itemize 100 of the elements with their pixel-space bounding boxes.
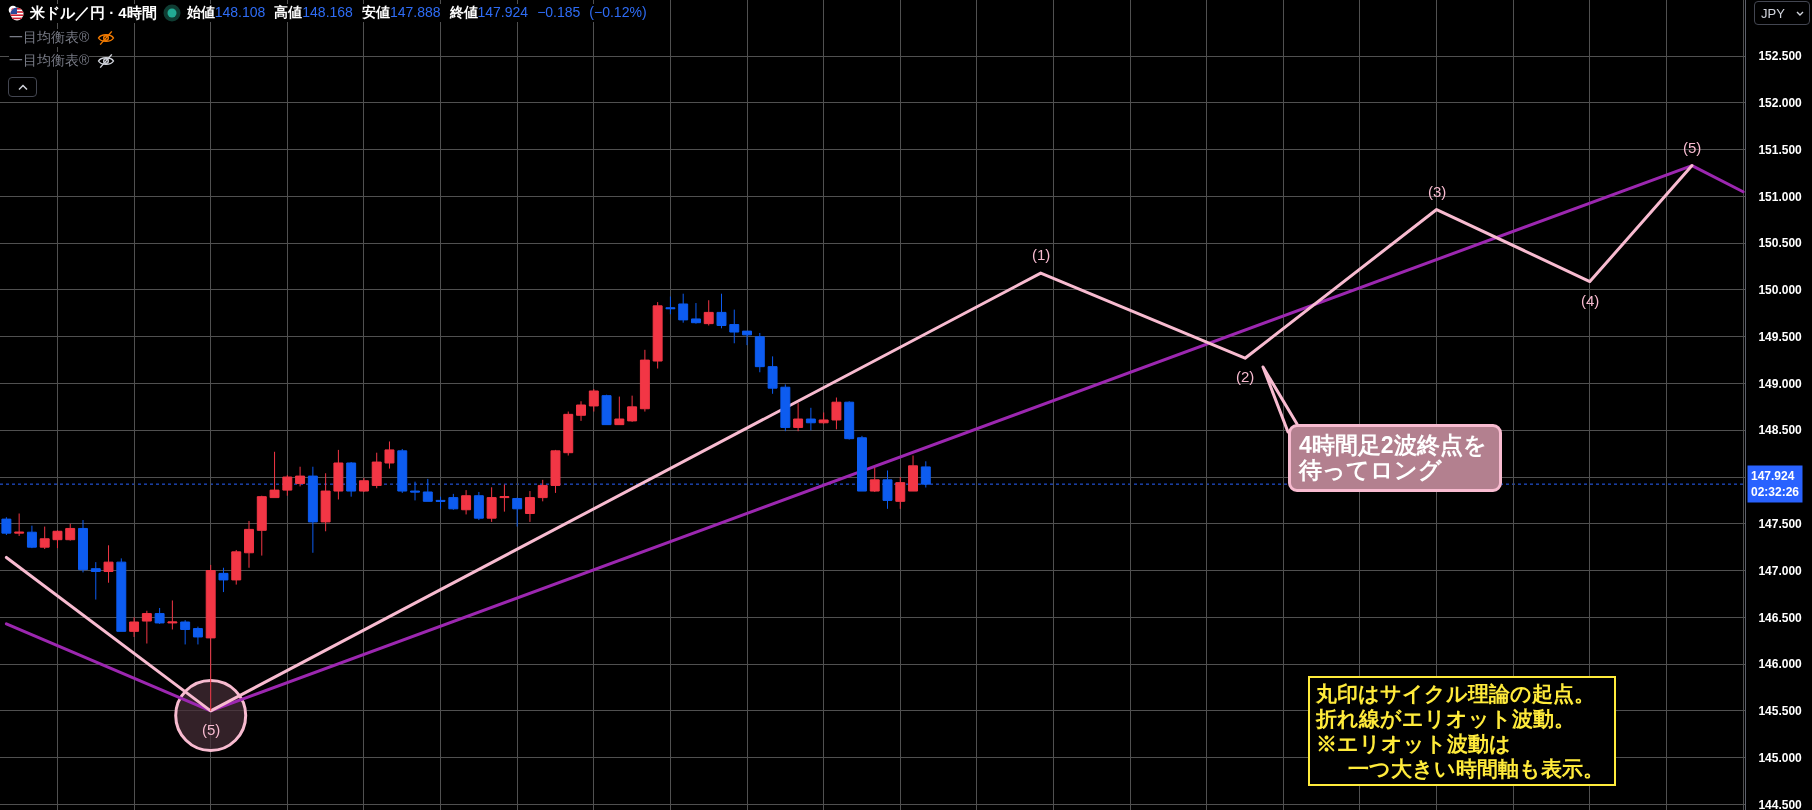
candlestick bbox=[601, 394, 612, 426]
annotation: (3) bbox=[1428, 183, 1447, 200]
candlestick bbox=[39, 526, 50, 550]
annotation: 折れ線がエリオット波動。 bbox=[1316, 706, 1576, 731]
candlestick bbox=[26, 525, 37, 549]
ref-line-label: 147.924 02:32:26 bbox=[1751, 469, 1800, 499]
candlestick bbox=[371, 452, 382, 489]
candlestick bbox=[320, 472, 331, 532]
candlestick bbox=[129, 616, 140, 638]
candlestick bbox=[307, 466, 318, 554]
y-tick-label: 145.500 bbox=[1758, 704, 1803, 719]
candlestick bbox=[678, 293, 689, 324]
candlestick bbox=[486, 486, 497, 523]
candlestick bbox=[167, 599, 178, 630]
candlestick bbox=[192, 626, 203, 645]
candlestick bbox=[614, 396, 625, 426]
candlestick bbox=[14, 513, 25, 537]
candlestick bbox=[627, 395, 638, 423]
candlestick bbox=[716, 293, 727, 329]
candlestick bbox=[524, 490, 535, 523]
y-tick-label: 144.500 bbox=[1758, 797, 1803, 810]
candlestick bbox=[754, 332, 765, 373]
candlestick bbox=[857, 435, 867, 492]
annotation: (2) bbox=[1236, 368, 1255, 385]
candlestick bbox=[90, 561, 101, 601]
candlestick bbox=[703, 299, 714, 326]
candlestick bbox=[410, 481, 420, 501]
candlestick bbox=[78, 519, 88, 573]
text: 始値148.108 高値148.168 安値147.888 終値147.924 −0.185 (−0.12%) bbox=[186, 4, 647, 20]
candlestick bbox=[895, 476, 906, 510]
y-tick-label: 146.500 bbox=[1758, 610, 1803, 625]
candlestick bbox=[422, 478, 433, 502]
candlestick bbox=[180, 619, 191, 645]
candlestick bbox=[908, 455, 919, 492]
candlestick bbox=[435, 496, 446, 510]
candlestick bbox=[844, 400, 855, 441]
y-tick-label: 150.500 bbox=[1758, 236, 1803, 251]
candlestick bbox=[384, 440, 395, 470]
annotation: 一つ大きい時間軸も表示。 bbox=[1347, 756, 1604, 781]
candlestick bbox=[65, 523, 76, 542]
annotation: 一目均衡表® bbox=[9, 29, 90, 47]
annotation: 4時間足2波終点を bbox=[1299, 432, 1487, 458]
y-tick-label: 146.000 bbox=[1758, 657, 1803, 672]
candlestick bbox=[882, 469, 893, 510]
candlestick bbox=[244, 520, 254, 569]
candlestick bbox=[729, 309, 740, 344]
candlestick bbox=[256, 495, 267, 557]
y-tick-label: 150.000 bbox=[1758, 283, 1803, 298]
y-tick-label: 149.500 bbox=[1758, 329, 1803, 344]
candlestick bbox=[767, 355, 778, 395]
candlestick bbox=[218, 567, 229, 593]
y-tick-label: 152.500 bbox=[1758, 49, 1803, 64]
annotation: (5) bbox=[202, 721, 221, 738]
candlestick bbox=[499, 484, 510, 513]
candlestick bbox=[461, 489, 472, 515]
y-axis-title: JPY bbox=[1761, 5, 1785, 21]
candlestick bbox=[295, 466, 306, 487]
candlestick bbox=[920, 460, 931, 488]
candlestick bbox=[1, 516, 12, 536]
candlestick bbox=[52, 529, 63, 549]
y-tick-label: 152.000 bbox=[1758, 96, 1803, 111]
candlestick bbox=[397, 448, 408, 494]
candlestick bbox=[473, 491, 484, 521]
y-tick-label: 147.000 bbox=[1758, 563, 1803, 578]
candlestick bbox=[818, 411, 829, 425]
candlestick bbox=[333, 449, 344, 500]
annotation: (1) bbox=[1032, 246, 1051, 263]
candlestick bbox=[512, 497, 523, 528]
candlestick bbox=[282, 474, 293, 497]
candlestick bbox=[588, 388, 599, 413]
candlestick bbox=[793, 402, 804, 432]
y-tick-label: 151.500 bbox=[1758, 142, 1803, 157]
y-tick-label: 145.000 bbox=[1758, 750, 1803, 765]
annotation: 一目均衡表® bbox=[9, 52, 90, 70]
annotation: (4) bbox=[1581, 292, 1600, 309]
annotation: 丸印はサイクル理論の起点。 bbox=[1316, 681, 1596, 706]
candlestick bbox=[652, 301, 663, 370]
candlestick bbox=[141, 610, 152, 645]
candlestick bbox=[448, 493, 459, 511]
candlestick bbox=[231, 549, 242, 586]
annotation: ※エリオット波動は bbox=[1316, 731, 1512, 756]
candlestick bbox=[269, 451, 280, 499]
candlestick bbox=[742, 330, 753, 346]
candlestick bbox=[550, 449, 561, 494]
candlestick bbox=[346, 461, 357, 498]
candlestick bbox=[831, 397, 842, 430]
candlestick bbox=[205, 564, 216, 712]
candlestick bbox=[563, 411, 574, 457]
candlestick bbox=[869, 467, 880, 493]
annotation: 待ってロング bbox=[1299, 457, 1442, 483]
candlestick bbox=[780, 383, 791, 432]
candlestick bbox=[103, 544, 114, 584]
y-tick-label: 148.500 bbox=[1758, 423, 1803, 438]
candlestick bbox=[690, 302, 701, 325]
y-tick-label: 149.000 bbox=[1758, 376, 1803, 391]
candlestick bbox=[639, 349, 650, 413]
candlestick bbox=[537, 479, 548, 502]
chart-title: 米ドル／円 · 4時間 bbox=[30, 3, 157, 23]
y-tick-label: 151.000 bbox=[1758, 189, 1803, 204]
y-tick-label: 147.500 bbox=[1758, 516, 1803, 531]
